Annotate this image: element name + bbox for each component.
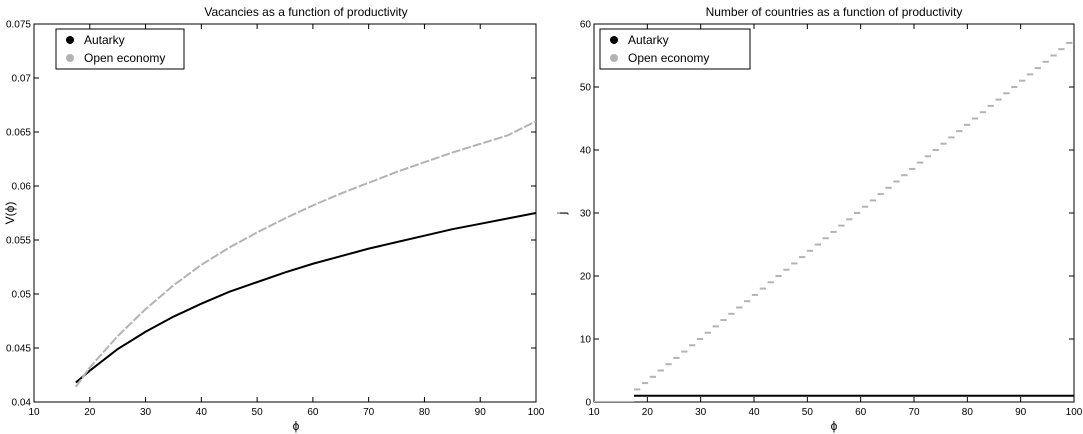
legend-marker-open-economy [610,54,618,62]
y-tick-label: 0 [585,398,591,409]
series-group [594,41,1074,402]
x-tick-label: 20 [84,407,96,418]
x-tick-label: 70 [363,407,375,418]
legend-box [55,28,185,70]
chart-title: Vacancies as a function of productivity [204,5,407,19]
y-tick-label: 20 [580,272,592,283]
chart-title: Number of countries as a function of pro… [706,5,963,19]
legend: Autarky Open economy [599,28,751,70]
y-ticks: 0.04 0.045 0.05 0.055 0.06 0.065 0.07 0.075 [6,20,536,409]
series-open-economy [594,41,1073,402]
y-tick-label: 0.07 [12,74,32,85]
legend-marker-autarky [66,36,74,44]
y-tick-label: 0.06 [12,182,32,193]
y-tick-label: 60 [580,20,592,31]
x-tick-label: 30 [695,407,707,418]
series-open-economy [75,120,536,388]
legend-label-open-economy: Open economy [84,51,165,65]
x-tick-label: 100 [1066,407,1083,418]
y-ticks: 0 10 20 30 40 50 60 [580,20,1074,409]
legend-label-autarky: Autarky [84,33,125,47]
x-tick-label: 40 [196,407,208,418]
chart-vacancies: Vacancies as a function of productivity … [3,5,545,433]
y-tick-label: 50 [580,83,592,94]
y-tick-label: 0.055 [6,236,31,247]
x-tick-label: 90 [1015,407,1027,418]
y-tick-label: 30 [580,209,592,220]
legend-label-open-economy: Open economy [628,51,709,65]
x-tick-label: 60 [855,407,867,418]
chart-countries: Number of countries as a function of pro… [555,5,1083,433]
series-autarky [75,212,536,384]
x-tick-label: 40 [748,407,760,418]
legend-label-autarky: Autarky [628,33,669,47]
x-tick-label: 50 [802,407,814,418]
y-tick-label: 0.045 [6,344,31,355]
y-tick-label: 40 [580,146,592,157]
plot-area [33,23,537,403]
y-tick-label: 0.075 [6,20,31,31]
legend-marker-autarky [610,36,618,44]
x-ticks: 10 20 30 40 50 60 70 80 90 100 [588,24,1083,418]
legend-marker-open-economy [66,54,74,62]
x-tick-label: 60 [307,407,319,418]
x-ticks: 10 20 30 40 50 60 70 80 90 100 [28,24,545,418]
series-group [75,120,536,388]
y-tick-label: 0.04 [12,398,32,409]
x-axis-label: ϕ [831,419,838,433]
legend-box [599,28,751,70]
x-tick-label: 10 [28,407,40,418]
plot-area [593,23,1075,403]
y-tick-label: 0.05 [12,290,32,301]
x-tick-label: 10 [588,407,600,418]
legend: Autarky Open economy [55,28,185,70]
x-tick-label: 80 [419,407,431,418]
x-tick-label: 70 [908,407,920,418]
x-tick-label: 50 [252,407,264,418]
x-tick-label: 80 [962,407,974,418]
x-tick-label: 20 [642,407,654,418]
y-tick-label: 0.065 [6,128,31,139]
x-tick-label: 30 [140,407,152,418]
y-axis-label: V(ϕ) [3,202,17,225]
y-tick-label: 10 [580,335,592,346]
x-tick-label: 90 [475,407,487,418]
x-tick-label: 100 [528,407,545,418]
y-axis-label: j [555,212,569,216]
x-axis-label: ϕ [293,419,300,433]
